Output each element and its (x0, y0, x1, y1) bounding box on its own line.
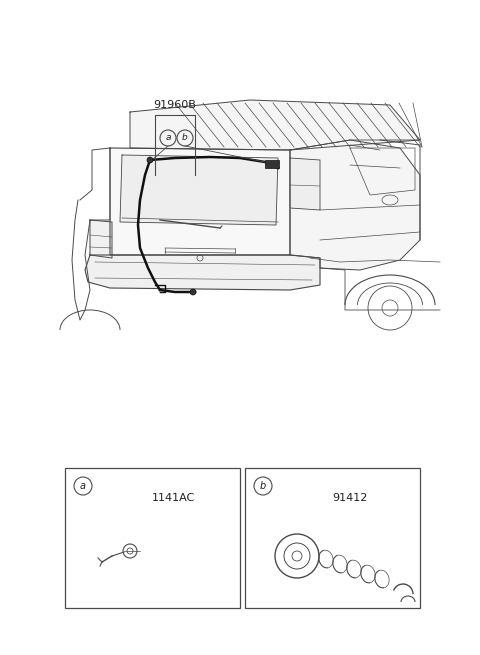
Polygon shape (290, 140, 420, 270)
Circle shape (190, 289, 196, 295)
Circle shape (147, 157, 153, 163)
Text: a: a (80, 481, 86, 491)
Text: b: b (182, 134, 188, 143)
FancyBboxPatch shape (265, 160, 279, 168)
Text: 1141AC: 1141AC (152, 493, 195, 503)
Polygon shape (130, 100, 420, 150)
Text: 91412: 91412 (332, 493, 368, 503)
Polygon shape (120, 155, 278, 225)
Polygon shape (90, 220, 112, 258)
Polygon shape (85, 255, 320, 290)
Text: 91960B: 91960B (154, 100, 196, 110)
Text: a: a (165, 134, 171, 143)
Polygon shape (290, 158, 320, 210)
Text: b: b (260, 481, 266, 491)
Polygon shape (110, 148, 290, 255)
